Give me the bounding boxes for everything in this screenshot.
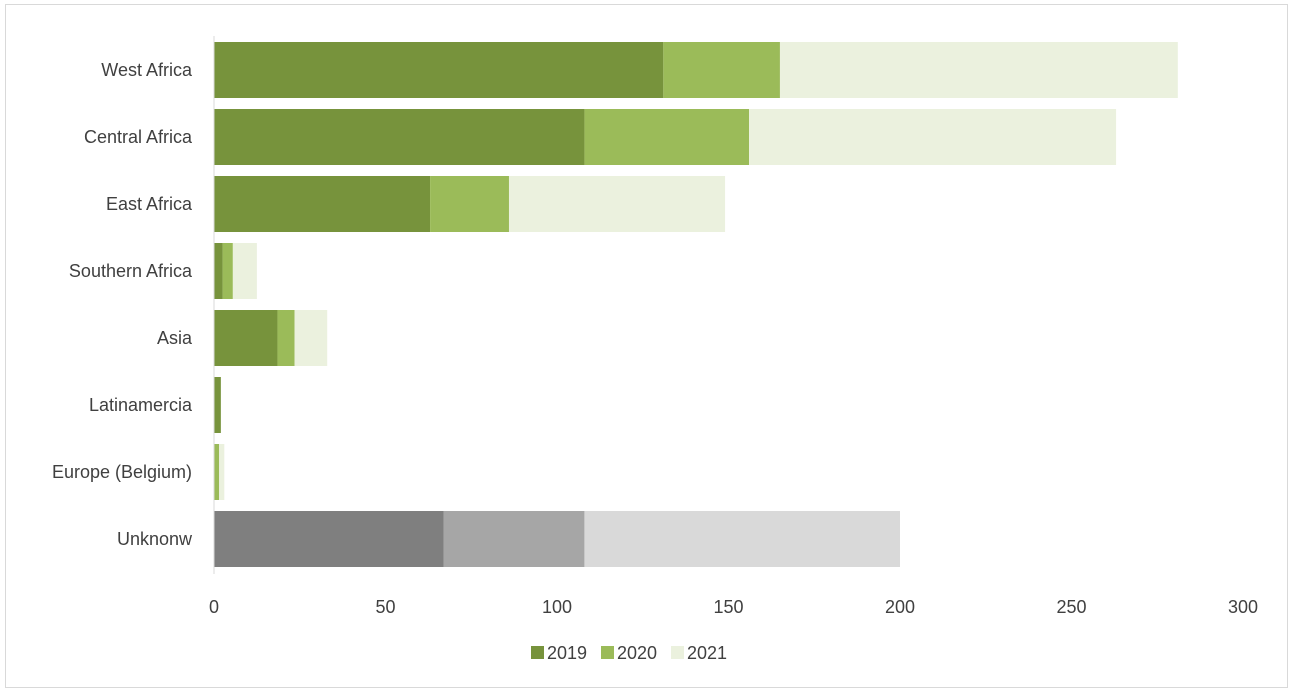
- legend-swatch-2021: [671, 646, 684, 659]
- bar-central-africa-2020: [584, 109, 750, 165]
- legend-label-2019: 2019: [547, 643, 587, 663]
- bar-west-africa-2021: [779, 42, 1178, 98]
- x-tick-label-300: 300: [1228, 597, 1258, 617]
- x-tick-labels: 0 50 100 150 200 250 300: [209, 597, 1258, 617]
- x-tick-label-0: 0: [209, 597, 219, 617]
- legend: 2019 2020 2021: [531, 643, 727, 663]
- x-tick-label-150: 150: [713, 597, 743, 617]
- bar-unknonw-2021: [584, 511, 900, 567]
- category-label-asia: Asia: [157, 328, 193, 348]
- bar-southern-africa-2021: [232, 243, 257, 299]
- legend-label-2021: 2021: [687, 643, 727, 663]
- bar-unknonw-2020: [443, 511, 585, 567]
- category-label-latinamercia: Latinamercia: [89, 395, 193, 415]
- bars-group: [214, 42, 1178, 567]
- bar-west-africa-2020: [663, 42, 780, 98]
- bar-asia-2020: [277, 310, 295, 366]
- x-tick-label-50: 50: [375, 597, 395, 617]
- bar-southern-africa-2019: [214, 243, 223, 299]
- bar-east-africa-2020: [430, 176, 509, 232]
- category-label-central-africa: Central Africa: [84, 127, 193, 147]
- bar-east-africa-2019: [214, 176, 431, 232]
- bar-central-africa-2019: [214, 109, 585, 165]
- x-tick-label-100: 100: [542, 597, 572, 617]
- category-label-east-africa: East Africa: [106, 194, 193, 214]
- category-label-europe-belgium: Europe (Belgium): [52, 462, 192, 482]
- bar-east-africa-2021: [508, 176, 726, 232]
- category-label-unknonw: Unknonw: [117, 529, 193, 549]
- bar-southern-africa-2020: [222, 243, 233, 299]
- category-label-southern-africa: Southern Africa: [69, 261, 193, 281]
- legend-label-2020: 2020: [617, 643, 657, 663]
- bar-asia-2021: [294, 310, 328, 366]
- bar-europe-belgium-2020: [214, 444, 220, 500]
- category-labels: West Africa Central Africa East Africa Sout…: [52, 60, 193, 549]
- bar-asia-2019: [214, 310, 278, 366]
- x-tick-label-200: 200: [885, 597, 915, 617]
- bar-unknonw-2019: [214, 511, 444, 567]
- bar-europe-belgium-2021: [219, 444, 225, 500]
- bar-central-africa-2021: [749, 109, 1117, 165]
- bar-latinamercia-2019: [214, 377, 221, 433]
- legend-swatch-2019: [531, 646, 544, 659]
- category-label-west-africa: West Africa: [101, 60, 193, 80]
- bar-west-africa-2019: [214, 42, 664, 98]
- x-tick-label-250: 250: [1056, 597, 1086, 617]
- legend-swatch-2020: [601, 646, 614, 659]
